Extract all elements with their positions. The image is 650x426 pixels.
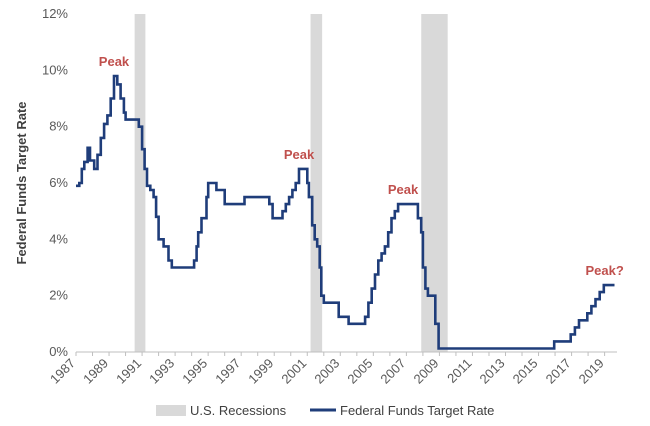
x-tick-label: 1995: [179, 356, 210, 387]
y-tick-label: 2%: [49, 288, 68, 303]
x-tick-label: 2009: [410, 356, 441, 387]
x-tick-label: 2001: [278, 356, 309, 387]
recession-band-1: [310, 14, 323, 352]
y-tick-label: 6%: [49, 175, 68, 190]
y-tick-label: 8%: [49, 119, 68, 134]
y-tick-label: 12%: [42, 6, 68, 21]
y-axis-label: Federal Funds Target Rate: [14, 101, 29, 264]
x-tick-label: 2019: [576, 356, 607, 387]
x-tick-label: 1987: [47, 356, 78, 387]
x-tick-label: 2015: [510, 356, 541, 387]
x-tick-label: 2017: [543, 356, 574, 387]
x-tick-label: 1997: [212, 356, 243, 387]
labels: 0% 2% 4% 6% 8% 10% 12% 1987 1989 1991 1993 1995 1997…: [42, 6, 624, 387]
x-tick-label: 2007: [377, 356, 408, 387]
peak-annotation-1: Peak: [284, 147, 315, 162]
x-tick-label: 1991: [113, 356, 144, 387]
x-tick-label: 1993: [146, 356, 177, 387]
peak-annotation-3: Peak?: [585, 263, 623, 278]
peak-annotation-2: Peak: [388, 182, 419, 197]
x-tick-label: 1989: [80, 356, 111, 387]
legend: U.S. Recessions Federal Funds Target Rat…: [156, 403, 494, 418]
x-tick-label: 1999: [245, 356, 276, 387]
x-tick-label: 2003: [311, 356, 342, 387]
y-tick-label: 10%: [42, 62, 68, 77]
y-tick-label: 4%: [49, 231, 68, 246]
axes: [75, 351, 617, 356]
x-tick-label: 2011: [444, 356, 474, 386]
legend-rate-label: Federal Funds Target Rate: [340, 403, 494, 418]
x-tick-label: 2013: [477, 356, 508, 387]
recession-band-0: [134, 14, 146, 352]
y-tick-label: 0%: [49, 344, 68, 359]
rate-line: [76, 74, 615, 350]
legend-recessions-swatch: [156, 405, 186, 416]
legend-recessions-label: U.S. Recessions: [190, 403, 287, 418]
series-line: [76, 74, 615, 350]
x-tick-label: 2005: [344, 356, 375, 387]
peak-annotation-0: Peak: [99, 54, 130, 69]
